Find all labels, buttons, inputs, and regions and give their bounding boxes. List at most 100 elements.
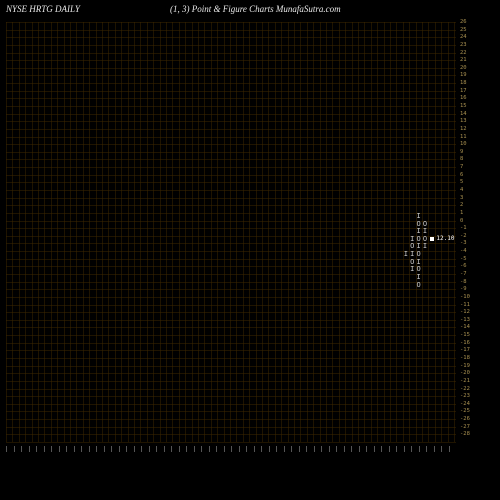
x-tick bbox=[239, 446, 240, 452]
y-axis-label: 6 bbox=[460, 173, 463, 179]
grid-line-horizontal bbox=[6, 37, 456, 38]
y-axis-label: -11 bbox=[460, 303, 470, 309]
grid-line-horizontal bbox=[6, 106, 456, 107]
y-axis-label: 26 bbox=[460, 20, 467, 26]
grid-line-vertical bbox=[198, 22, 199, 442]
x-tick bbox=[21, 446, 22, 452]
x-tick bbox=[209, 446, 210, 452]
y-axis-label: -2 bbox=[460, 234, 467, 240]
grid-line-horizontal bbox=[6, 98, 456, 99]
x-tick bbox=[306, 446, 307, 452]
grid-line-vertical bbox=[339, 22, 340, 442]
chart-header: NYSE HRTG DAILY (1, 3) Point & Figure Ch… bbox=[0, 4, 500, 20]
grid-line-horizontal bbox=[6, 243, 456, 244]
grid-line-vertical bbox=[313, 22, 314, 442]
grid-line-horizontal bbox=[6, 404, 456, 405]
x-tick bbox=[411, 446, 412, 452]
grid-line-vertical bbox=[300, 22, 301, 442]
grid-line-vertical bbox=[320, 22, 321, 442]
grid-line-horizontal bbox=[6, 213, 456, 214]
x-tick bbox=[291, 446, 292, 452]
grid-line-horizontal bbox=[6, 198, 456, 199]
x-axis-area bbox=[0, 444, 500, 500]
symbol-label: NYSE HRTG DAILY bbox=[6, 4, 80, 14]
grid-line-horizontal bbox=[6, 327, 456, 328]
grid-line-vertical bbox=[192, 22, 193, 442]
x-tick bbox=[134, 446, 135, 452]
grid-line-vertical bbox=[409, 22, 410, 442]
grid-line-vertical bbox=[185, 22, 186, 442]
grid-line-horizontal bbox=[6, 182, 456, 183]
y-axis-label: -10 bbox=[460, 295, 470, 301]
pnf-x-mark: I bbox=[416, 274, 422, 281]
grid-line-horizontal bbox=[6, 144, 456, 145]
grid-line-horizontal bbox=[6, 60, 456, 61]
grid-line-vertical bbox=[64, 22, 65, 442]
grid-line-horizontal bbox=[6, 75, 456, 76]
x-tick bbox=[389, 446, 390, 452]
grid-line-vertical bbox=[448, 22, 449, 442]
y-axis-label: -21 bbox=[460, 379, 470, 385]
grid-line-vertical bbox=[160, 22, 161, 442]
x-tick bbox=[156, 446, 157, 452]
grid-line-vertical bbox=[396, 22, 397, 442]
y-axis-label: 21 bbox=[460, 58, 467, 64]
grid-line-vertical bbox=[89, 22, 90, 442]
x-tick bbox=[321, 446, 322, 452]
x-tick bbox=[171, 446, 172, 452]
grid-line-vertical bbox=[19, 22, 20, 442]
grid-line-vertical bbox=[435, 22, 436, 442]
y-axis-label: 18 bbox=[460, 81, 467, 87]
grid-line-vertical bbox=[428, 22, 429, 442]
grid-line-vertical bbox=[352, 22, 353, 442]
y-axis-label: -18 bbox=[460, 356, 470, 362]
y-axis-label: -8 bbox=[460, 280, 467, 286]
grid-line-horizontal bbox=[6, 228, 456, 229]
pnf-o-mark: O bbox=[416, 282, 422, 289]
x-tick bbox=[269, 446, 270, 452]
grid-line-horizontal bbox=[6, 381, 456, 382]
y-axis-label: 11 bbox=[460, 135, 467, 141]
y-axis-label: 22 bbox=[460, 51, 467, 57]
y-axis-label: 25 bbox=[460, 28, 467, 34]
grid-line-vertical bbox=[332, 22, 333, 442]
x-tick bbox=[336, 446, 337, 452]
x-tick bbox=[29, 446, 30, 452]
x-tick bbox=[111, 446, 112, 452]
grid-line-horizontal bbox=[6, 358, 456, 359]
y-axis-label: -23 bbox=[460, 394, 470, 400]
grid-line-vertical bbox=[38, 22, 39, 442]
grid-line-horizontal bbox=[6, 251, 456, 252]
y-axis-label: -20 bbox=[460, 371, 470, 377]
y-axis-label: 23 bbox=[460, 43, 467, 49]
x-tick bbox=[89, 446, 90, 452]
grid-line-horizontal bbox=[6, 91, 456, 92]
grid-line-vertical bbox=[147, 22, 148, 442]
grid-line-horizontal bbox=[6, 22, 456, 23]
grid-line-vertical bbox=[262, 22, 263, 442]
x-tick bbox=[381, 446, 382, 452]
x-tick bbox=[246, 446, 247, 452]
x-tick bbox=[441, 446, 442, 452]
x-tick bbox=[261, 446, 262, 452]
grid-line-horizontal bbox=[6, 419, 456, 420]
current-price-marker bbox=[430, 237, 434, 241]
grid-line-vertical bbox=[281, 22, 282, 442]
grid-line-vertical bbox=[140, 22, 141, 442]
x-tick bbox=[104, 446, 105, 452]
grid-line-vertical bbox=[166, 22, 167, 442]
grid-line-horizontal bbox=[6, 289, 456, 290]
x-tick bbox=[299, 446, 300, 452]
y-axis-label: -1 bbox=[460, 226, 467, 232]
grid-line-horizontal bbox=[6, 335, 456, 336]
x-tick bbox=[224, 446, 225, 452]
x-tick bbox=[404, 446, 405, 452]
x-tick bbox=[201, 446, 202, 452]
x-tick bbox=[36, 446, 37, 452]
x-tick bbox=[344, 446, 345, 452]
chart-title: (1, 3) Point & Figure Charts MunafaSutra… bbox=[170, 4, 341, 14]
y-axis-label: -26 bbox=[460, 417, 470, 423]
y-axis-label: -27 bbox=[460, 425, 470, 431]
x-tick bbox=[149, 446, 150, 452]
grid-line-horizontal bbox=[6, 83, 456, 84]
